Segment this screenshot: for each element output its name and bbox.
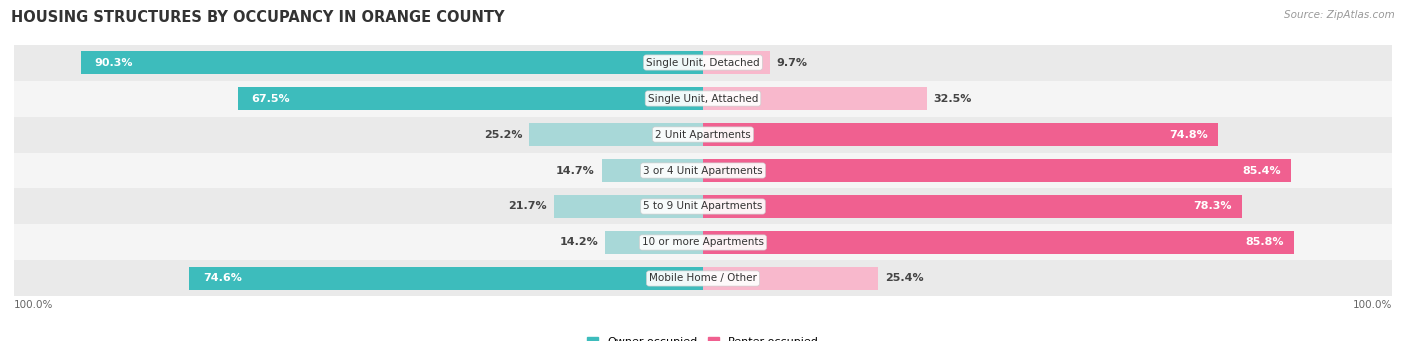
Bar: [605, 231, 703, 254]
Text: 74.8%: 74.8%: [1170, 130, 1208, 139]
Text: 32.5%: 32.5%: [934, 93, 972, 104]
Text: HOUSING STRUCTURES BY OCCUPANCY IN ORANGE COUNTY: HOUSING STRUCTURES BY OCCUPANCY IN ORANG…: [11, 10, 505, 25]
Bar: [703, 87, 927, 110]
Text: 25.4%: 25.4%: [884, 273, 924, 283]
Text: 78.3%: 78.3%: [1194, 202, 1232, 211]
Text: 2 Unit Apartments: 2 Unit Apartments: [655, 130, 751, 139]
Bar: [530, 123, 703, 146]
Bar: [14, 152, 1392, 189]
Text: 5 to 9 Unit Apartments: 5 to 9 Unit Apartments: [644, 202, 762, 211]
Text: 100.0%: 100.0%: [14, 300, 53, 310]
Bar: [82, 51, 703, 74]
Text: 85.4%: 85.4%: [1243, 165, 1281, 176]
Bar: [703, 51, 770, 74]
Text: Source: ZipAtlas.com: Source: ZipAtlas.com: [1284, 10, 1395, 20]
Bar: [14, 117, 1392, 152]
Bar: [14, 80, 1392, 117]
Bar: [703, 195, 1243, 218]
Text: 85.8%: 85.8%: [1246, 237, 1284, 248]
Text: 67.5%: 67.5%: [252, 93, 291, 104]
Text: 14.2%: 14.2%: [560, 237, 599, 248]
Text: 100.0%: 100.0%: [1353, 300, 1392, 310]
Text: 9.7%: 9.7%: [776, 58, 807, 68]
Bar: [238, 87, 703, 110]
Bar: [14, 45, 1392, 80]
Bar: [14, 261, 1392, 296]
Bar: [703, 123, 1219, 146]
Text: Single Unit, Detached: Single Unit, Detached: [647, 58, 759, 68]
Text: 21.7%: 21.7%: [508, 202, 547, 211]
Bar: [703, 159, 1291, 182]
Bar: [602, 159, 703, 182]
Text: 25.2%: 25.2%: [484, 130, 523, 139]
Bar: [703, 267, 877, 290]
Text: 74.6%: 74.6%: [202, 273, 242, 283]
Text: Mobile Home / Other: Mobile Home / Other: [650, 273, 756, 283]
Text: 3 or 4 Unit Apartments: 3 or 4 Unit Apartments: [643, 165, 763, 176]
Bar: [188, 267, 703, 290]
Text: 14.7%: 14.7%: [557, 165, 595, 176]
Legend: Owner-occupied, Renter-occupied: Owner-occupied, Renter-occupied: [582, 332, 824, 341]
Text: 90.3%: 90.3%: [94, 58, 134, 68]
Bar: [554, 195, 703, 218]
Text: 10 or more Apartments: 10 or more Apartments: [643, 237, 763, 248]
Bar: [14, 224, 1392, 261]
Bar: [14, 189, 1392, 224]
Text: Single Unit, Attached: Single Unit, Attached: [648, 93, 758, 104]
Bar: [703, 231, 1294, 254]
